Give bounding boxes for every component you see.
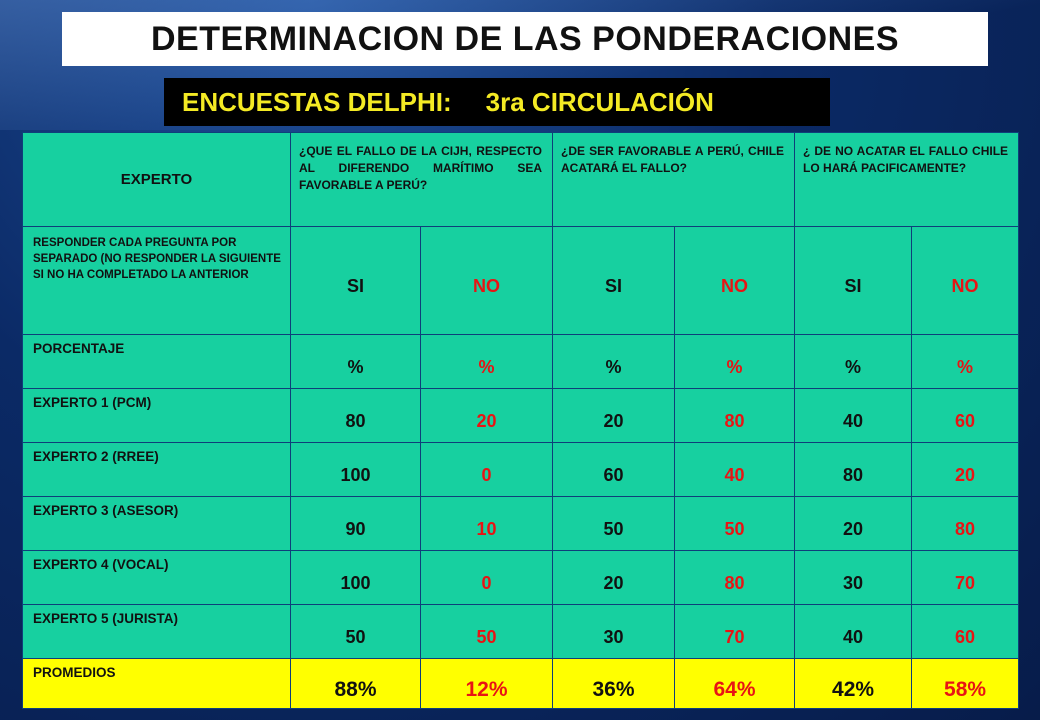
row-label: PROMEDIOS xyxy=(22,658,291,709)
table-cell: 70 xyxy=(674,604,796,659)
table-cell: 30 xyxy=(552,604,676,659)
average-cell: 42% xyxy=(794,658,913,709)
header-row: EXPERTO ¿QUE EL FALLO DE LA CIJH, RESPEC… xyxy=(22,132,1020,227)
answer-label-si: SI xyxy=(290,226,421,335)
average-cell: 88% xyxy=(290,658,421,709)
percent-row: PORCENTAJE % % % % % % xyxy=(22,334,1020,389)
table-cell: 80 xyxy=(674,550,796,605)
table-row: EXPERTO 3 (ASESOR) 90 10 50 50 20 80 xyxy=(22,496,1020,551)
percent-cell: % xyxy=(794,334,913,389)
answer-label-si: SI xyxy=(794,226,913,335)
row-label: EXPERTO 3 (ASESOR) xyxy=(22,496,291,551)
percent-cell: % xyxy=(911,334,1020,389)
row-label: EXPERTO 4 (VOCAL) xyxy=(22,550,291,605)
table-cell: 40 xyxy=(794,604,913,659)
table-cell: 20 xyxy=(419,388,554,443)
table-cell: 80 xyxy=(794,442,913,497)
table-cell: 0 xyxy=(419,442,554,497)
table-cell: 60 xyxy=(552,442,676,497)
answer-label-no: NO xyxy=(419,226,554,335)
table-row: EXPERTO 2 (RREE) 100 0 60 40 80 20 xyxy=(22,442,1020,497)
table-cell: 20 xyxy=(552,388,676,443)
table-cell: 0 xyxy=(419,550,554,605)
table-cell: 20 xyxy=(552,550,676,605)
table-cell: 80 xyxy=(290,388,421,443)
table-cell: 50 xyxy=(674,496,796,551)
table-cell: 20 xyxy=(911,442,1020,497)
header-question-1: ¿QUE EL FALLO DE LA CIJH, RESPECTO AL DI… xyxy=(289,132,554,227)
answer-label-no: NO xyxy=(911,226,1020,335)
answer-label-si: SI xyxy=(552,226,676,335)
table-cell: 20 xyxy=(794,496,913,551)
row-label: PORCENTAJE xyxy=(22,334,291,389)
instructions: RESPONDER CADA PREGUNTA POR SEPARADO (NO… xyxy=(22,226,291,335)
table-cell: 60 xyxy=(911,388,1020,443)
averages-row: PROMEDIOS 88% 12% 36% 64% 42% 58% xyxy=(22,658,1020,709)
table-row: EXPERTO 4 (VOCAL) 100 0 20 80 30 70 xyxy=(22,550,1020,605)
table-cell: 90 xyxy=(290,496,421,551)
row-label: EXPERTO 2 (RREE) xyxy=(22,442,291,497)
table-cell: 40 xyxy=(794,388,913,443)
title-banner: DETERMINACION DE LAS PONDERACIONES xyxy=(62,12,988,66)
table-cell: 80 xyxy=(674,388,796,443)
subtitle-banner: ENCUESTAS DELPHI: 3ra CIRCULACIÓN xyxy=(164,78,830,126)
delphi-table: EXPERTO ¿QUE EL FALLO DE LA CIJH, RESPEC… xyxy=(22,132,1020,709)
table-cell: 50 xyxy=(552,496,676,551)
header-question-3: ¿ DE NO ACATAR EL FALLO CHILE LO HARÁ PA… xyxy=(794,132,1020,227)
table-row: EXPERTO 5 (JURISTA) 50 50 30 70 40 60 xyxy=(22,604,1020,659)
table-cell: 70 xyxy=(911,550,1020,605)
average-cell: 36% xyxy=(552,658,676,709)
table-cell: 30 xyxy=(794,550,913,605)
table-cell: 10 xyxy=(419,496,554,551)
page-title: DETERMINACION DE LAS PONDERACIONES xyxy=(150,19,900,58)
table-row: EXPERTO 1 (PCM) 80 20 20 80 40 60 xyxy=(22,388,1020,443)
table-cell: 100 xyxy=(290,550,421,605)
percent-cell: % xyxy=(552,334,676,389)
row-label: EXPERTO 1 (PCM) xyxy=(22,388,291,443)
header-expert: EXPERTO xyxy=(22,132,291,227)
percent-cell: % xyxy=(290,334,421,389)
answer-label-no: NO xyxy=(674,226,796,335)
table-cell: 50 xyxy=(290,604,421,659)
average-cell: 58% xyxy=(911,658,1020,709)
answer-labels-row: RESPONDER CADA PREGUNTA POR SEPARADO (NO… xyxy=(22,226,1020,335)
subtitle-survey: ENCUESTAS DELPHI: xyxy=(182,86,452,117)
table-cell: 80 xyxy=(911,496,1020,551)
average-cell: 12% xyxy=(419,658,554,709)
table-cell: 40 xyxy=(674,442,796,497)
average-cell: 64% xyxy=(674,658,796,709)
header-question-2: ¿DE SER FAVORABLE A PERÚ, CHILE ACATARÁ … xyxy=(552,132,796,227)
row-label: EXPERTO 5 (JURISTA) xyxy=(22,604,291,659)
percent-cell: % xyxy=(674,334,796,389)
table-cell: 60 xyxy=(911,604,1020,659)
percent-cell: % xyxy=(419,334,554,389)
subtitle-round: 3ra CIRCULACIÓN xyxy=(485,86,714,117)
table-cell: 50 xyxy=(419,604,554,659)
table-cell: 100 xyxy=(290,442,421,497)
